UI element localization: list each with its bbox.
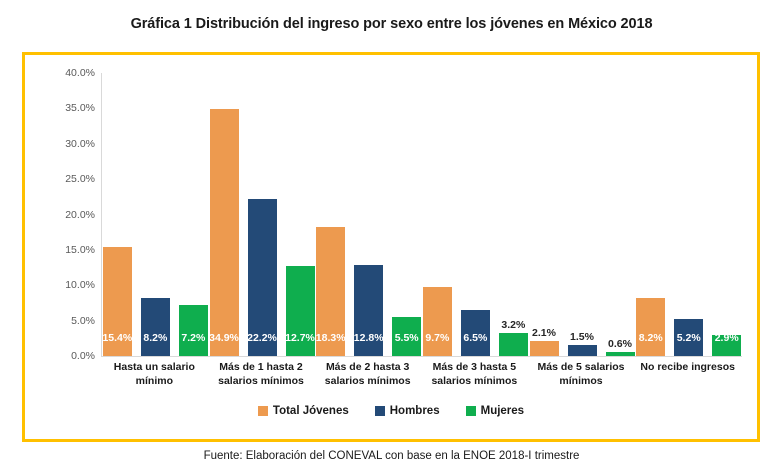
bar-value-label: 0.6% — [608, 337, 632, 350]
legend-item[interactable]: Hombres — [374, 405, 440, 417]
bar-group: 15.4% 8.2% 7.2% — [102, 73, 209, 356]
bar[interactable]: 34.9% — [209, 109, 239, 356]
legend-color-swatch — [465, 406, 476, 416]
y-axis-tick-label: 40.0% — [65, 67, 95, 79]
legend-item[interactable]: Total Jóvenes — [257, 405, 349, 417]
bar[interactable]: 22.2% — [247, 198, 277, 356]
x-axis-category-label: Más de 5 salarios mínimos — [528, 360, 635, 388]
x-axis-category-label: Más de 2 hasta 3 salarios mínimos — [314, 360, 421, 388]
bar[interactable]: 8.2% — [636, 298, 666, 356]
bar[interactable]: 15.4% — [102, 247, 133, 356]
y-axis-tick-label: 20.0% — [65, 208, 95, 221]
bar-group: 34.9% 22.2% 12.7% — [209, 73, 316, 356]
bar-value-label: 3.2% — [501, 319, 526, 332]
bar-group: 8.2% 5.2% 2.9% — [635, 73, 742, 356]
legend-color-swatch — [257, 406, 268, 416]
bar[interactable]: 12.8% — [353, 265, 384, 356]
bar-value-label: 8.2% — [143, 332, 168, 344]
x-axis-category-label: Más de 3 hasta 5 salarios mínimos — [421, 360, 528, 388]
y-axis-tick-label: 5.0% — [71, 314, 95, 327]
bar-value-label: 6.5% — [463, 332, 488, 344]
source-note: Fuente: Elaboración del CONEVAL con base… — [203, 450, 580, 462]
bar-value-label: 5.2% — [676, 332, 701, 344]
bar-value-label: 12.8% — [353, 332, 384, 344]
bar[interactable]: 7.2% — [178, 305, 208, 356]
bar-value-label: 7.2% — [181, 332, 206, 344]
x-axis-category-label: No recibe ingresos — [634, 360, 741, 388]
bar-value-label: 2.1% — [532, 327, 556, 340]
category-label-line: salarios mínimos — [218, 375, 304, 388]
bar[interactable]: 5.2% — [674, 319, 704, 356]
plot-area: 15.4% 8.2% 7.2% 34.9% 22.2% 12.7% 18.3% 12.8% 5.… — [101, 73, 742, 357]
bar-group: 2.1% 1.5% 0.6% — [529, 73, 636, 356]
bar[interactable]: 8.2% — [140, 298, 170, 356]
y-axis-tick-label: 15.0% — [65, 243, 95, 256]
y-axis: 0.0% 5.0% 10.0% 15.0% 20.0% 25.0% 30.0% 35.0% 40… — [43, 67, 95, 362]
y-axis-tick-label: 35.0% — [65, 102, 95, 115]
y-axis-tick-label: 10.0% — [65, 279, 95, 292]
category-label-line: Hasta un salario — [113, 361, 195, 373]
category-label-line: Más de 5 salarios — [537, 361, 625, 373]
page-title: Gráfica 1 Distribución del ingreso por s… — [130, 16, 653, 32]
legend-color-swatch — [374, 406, 385, 416]
bar-value-label: 18.3% — [315, 332, 346, 344]
category-label-line: salarios mínimos — [324, 375, 411, 388]
x-axis-category-labels: Hasta un salario mínimo Más de 1 hasta 2 sa… — [101, 360, 741, 388]
bar-group: 9.7% 6.5% 3.2% — [422, 73, 529, 356]
bar-value-label: 8.2% — [638, 332, 663, 344]
category-label-line: mínimos — [559, 375, 603, 388]
bar-value-label: 22.2% — [247, 332, 277, 344]
category-label-line: Más de 2 hasta 3 — [325, 361, 410, 373]
legend-label: Hombres — [389, 405, 440, 417]
chart-frame: 0.0% 5.0% 10.0% 15.0% 20.0% 25.0% 30.0% 35.0% 40… — [22, 52, 760, 442]
bar-value-label: 15.4% — [102, 332, 133, 344]
bar[interactable]: 2.9% — [712, 332, 742, 356]
category-label-line: Más de 3 hasta 5 — [432, 361, 517, 373]
category-label-line: salarios mínimos — [431, 375, 518, 388]
legend-label: Total Jóvenes — [272, 405, 349, 417]
plot-wrapper: 0.0% 5.0% 10.0% 15.0% 20.0% 25.0% 30.0% 35.0% 40… — [25, 55, 757, 439]
bar[interactable]: 18.3% — [315, 226, 346, 356]
category-label-line: mínimo — [135, 375, 173, 388]
bar-groups: 15.4% 8.2% 7.2% 34.9% 22.2% 12.7% 18.3% 12.8% 5.… — [102, 73, 742, 356]
bar[interactable]: 5.5% — [392, 317, 422, 356]
bar-value-label: 12.7% — [285, 332, 315, 344]
bar[interactable]: 0.6% — [605, 338, 635, 356]
bar-group: 18.3% 12.8% 5.5% — [315, 73, 422, 356]
y-axis-tick-label: 30.0% — [65, 137, 95, 150]
bar[interactable]: 1.5% — [567, 331, 597, 356]
bar[interactable]: 6.5% — [460, 310, 490, 356]
x-axis-category-label: Hasta un salario mínimo — [101, 360, 208, 388]
bar[interactable]: 3.2% — [498, 319, 528, 356]
bar-value-label: 5.5% — [394, 332, 419, 344]
legend-label: Mujeres — [480, 405, 525, 417]
bar-value-label: 9.7% — [425, 332, 450, 344]
category-label-line: No recibe ingresos — [640, 361, 735, 373]
y-axis-tick-label: 0.0% — [71, 350, 95, 362]
category-label-line: Más de 1 hasta 2 — [219, 361, 303, 373]
bar[interactable]: 9.7% — [422, 287, 452, 356]
legend-item[interactable]: Mujeres — [465, 405, 525, 417]
bar-value-label: 34.9% — [209, 332, 239, 344]
y-axis-tick-label: 25.0% — [65, 173, 95, 186]
bar-value-label: 2.9% — [714, 332, 739, 344]
x-axis-category-label: Más de 1 hasta 2 salarios mínimos — [208, 360, 315, 388]
chart-legend: Total Jóvenes Hombres Mujeres — [25, 405, 757, 417]
bar[interactable]: 12.7% — [285, 266, 315, 356]
bar[interactable]: 2.1% — [529, 327, 559, 356]
bar-value-label: 1.5% — [570, 331, 594, 344]
